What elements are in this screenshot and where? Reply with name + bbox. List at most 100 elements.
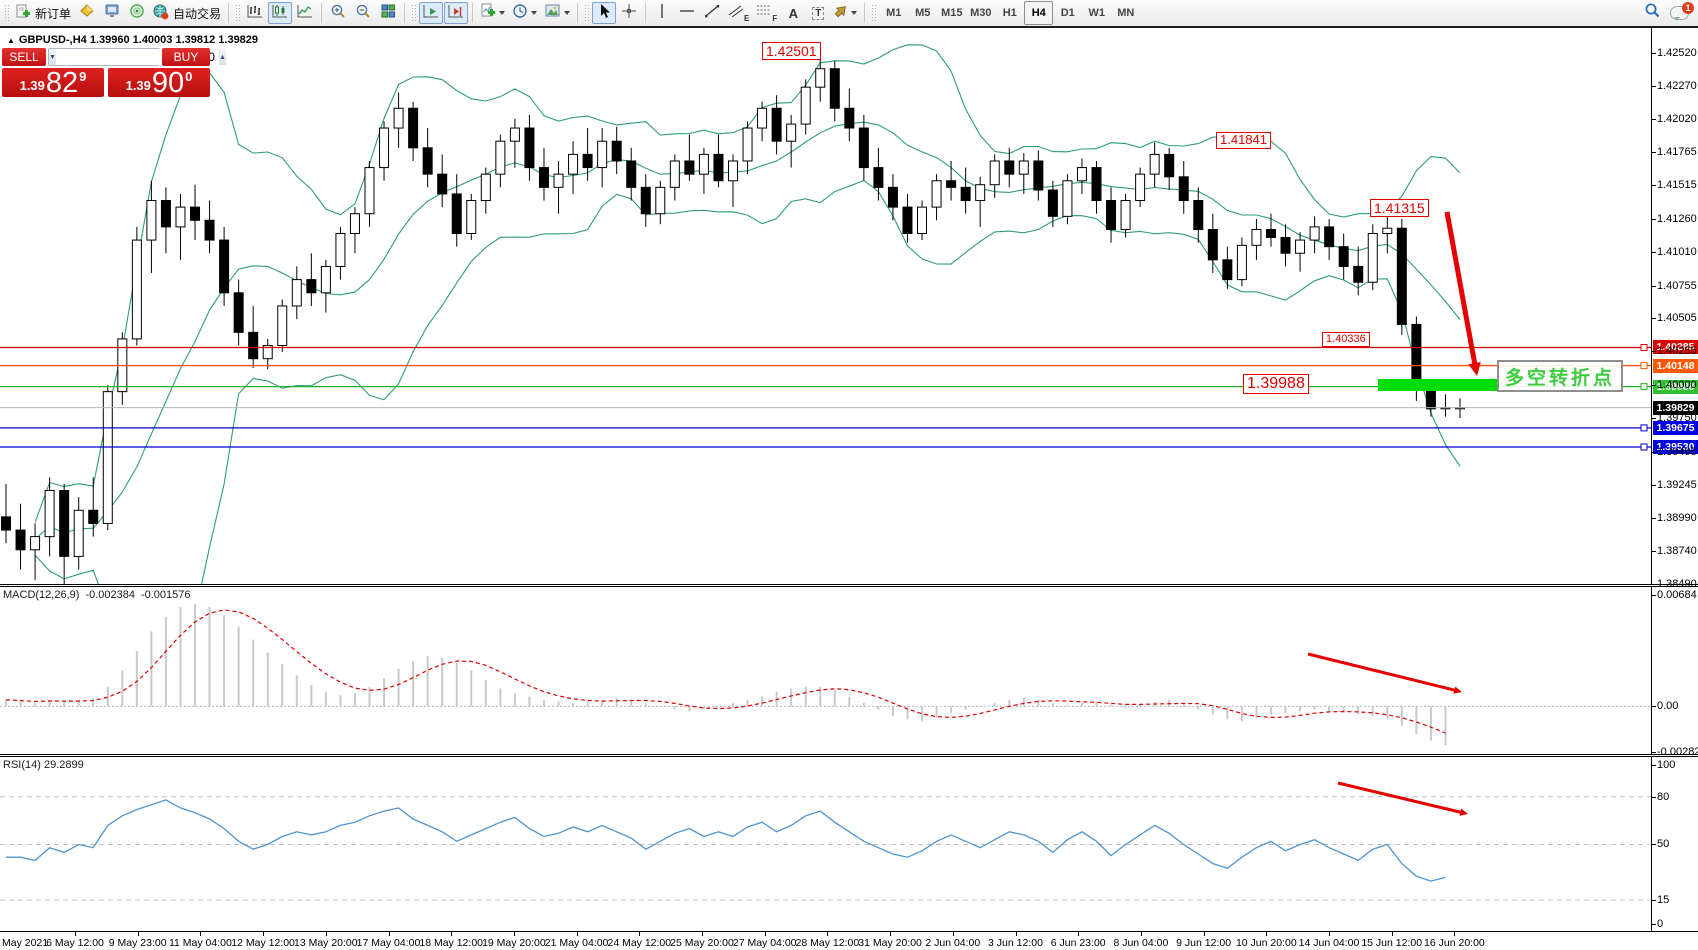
vertical-line-button[interactable] bbox=[650, 2, 674, 24]
volume-decrease-button[interactable]: ▼ bbox=[49, 49, 56, 65]
pane-separator[interactable] bbox=[0, 584, 1698, 587]
candlestick-chart-icon bbox=[271, 3, 289, 24]
rsi-chart-canvas[interactable] bbox=[0, 757, 1698, 931]
time-tick bbox=[1203, 932, 1205, 936]
zoom-out-button[interactable] bbox=[351, 2, 375, 24]
macd-chart-canvas[interactable] bbox=[0, 587, 1698, 755]
time-tick bbox=[451, 932, 453, 936]
time-label: 16 Jun 20:00 bbox=[1424, 937, 1485, 949]
chart-shift-icon bbox=[447, 3, 465, 24]
time-tick bbox=[388, 932, 390, 936]
new-order-button[interactable]: 新订单 bbox=[12, 2, 74, 24]
sell-price-prefix: 1.39 bbox=[19, 78, 45, 93]
toolbar-drag-handle[interactable] bbox=[411, 4, 417, 22]
buy-price-panel[interactable]: 1.39 90 0 bbox=[108, 67, 210, 99]
time-tick bbox=[764, 932, 766, 936]
arrows-button[interactable] bbox=[831, 2, 860, 24]
timeframe-w1[interactable]: W1 bbox=[1088, 7, 1106, 19]
chat-bubble-tail bbox=[1674, 17, 1680, 21]
time-label: 21 May 04:00 bbox=[544, 937, 609, 949]
toolbar-drag-handle[interactable] bbox=[871, 4, 877, 22]
time-tick bbox=[1266, 932, 1268, 936]
time-tick bbox=[702, 932, 703, 936]
equidistant-channel-button[interactable]: E bbox=[725, 2, 752, 24]
toolbar-drag-handle[interactable] bbox=[4, 4, 9, 22]
buy-price-pips: 90 bbox=[151, 67, 185, 99]
text-label-icon: T bbox=[812, 6, 825, 20]
toolbar-drag-handle[interactable] bbox=[584, 4, 590, 22]
sell-price-panel[interactable]: 1.39 82 9 bbox=[2, 68, 104, 98]
separator bbox=[472, 3, 474, 23]
profiles-button[interactable] bbox=[509, 2, 540, 24]
time-label: 25 May 20:00 bbox=[670, 937, 734, 949]
separator bbox=[645, 3, 647, 23]
toolbar-drag-handle[interactable] bbox=[235, 4, 241, 22]
timeframe-h1[interactable]: H1 bbox=[1002, 7, 1017, 19]
time-label: 24 May 12:00 bbox=[607, 937, 672, 949]
volume-increase-button[interactable]: ▲ bbox=[218, 49, 226, 65]
time-label: 9 May 23:00 bbox=[108, 937, 167, 949]
fibonacci-button[interactable]: F bbox=[753, 2, 780, 24]
templates-button[interactable] bbox=[541, 2, 573, 24]
fibo-letter: F bbox=[772, 14, 778, 23]
crosshair-button[interactable] bbox=[617, 2, 641, 24]
price-chart-canvas[interactable] bbox=[0, 28, 1698, 585]
timeframe-h4[interactable]: H4 bbox=[1024, 1, 1054, 25]
crosshair-icon bbox=[621, 3, 637, 24]
new-chart-icon bbox=[480, 3, 496, 24]
separator bbox=[228, 3, 230, 23]
line-chart-icon bbox=[296, 3, 314, 24]
notification-badge: 1 bbox=[1682, 2, 1694, 14]
time-tick bbox=[75, 932, 76, 936]
signals-button[interactable] bbox=[125, 2, 149, 24]
candlestick-chart-button[interactable] bbox=[268, 2, 293, 24]
notifications-button[interactable]: 1 bbox=[1670, 2, 1694, 23]
line-chart-button[interactable] bbox=[293, 2, 317, 24]
gold-icon bbox=[79, 3, 95, 24]
new-chart-button[interactable] bbox=[477, 2, 508, 24]
sell-button[interactable]: SELL bbox=[2, 48, 46, 66]
clock-icon bbox=[512, 3, 528, 24]
time-label: 12 May 12:00 bbox=[231, 937, 295, 949]
pane-separator[interactable] bbox=[0, 754, 1698, 757]
tile-windows-button[interactable] bbox=[376, 2, 400, 24]
quotes-button[interactable] bbox=[75, 2, 99, 24]
vertical-line-icon bbox=[656, 3, 668, 24]
zoom-out-icon bbox=[355, 3, 372, 24]
time-tick bbox=[513, 932, 515, 936]
timeframe-m30[interactable]: M30 bbox=[970, 7, 992, 19]
autotrade-button[interactable]: 自动交易 bbox=[150, 2, 224, 24]
tile-windows-icon bbox=[380, 3, 397, 24]
timeframe-m5[interactable]: M5 bbox=[915, 7, 931, 19]
text-icon: A bbox=[788, 5, 798, 21]
time-tick bbox=[952, 932, 954, 936]
separator bbox=[577, 3, 579, 23]
monitor-icon bbox=[104, 3, 120, 24]
chart-shift-button[interactable] bbox=[444, 2, 469, 24]
time-tick bbox=[1078, 932, 1080, 936]
search-button[interactable] bbox=[1640, 2, 1664, 24]
time-label: 9 Jun 12:00 bbox=[1176, 937, 1232, 949]
timeframe-d1[interactable]: D1 bbox=[1060, 7, 1075, 19]
horizontal-line-button[interactable] bbox=[675, 2, 699, 24]
buy-price-prefix: 1.39 bbox=[125, 78, 151, 93]
time-label: 14 Jun 04:00 bbox=[1298, 937, 1360, 949]
trendline-button[interactable] bbox=[700, 2, 724, 24]
time-tick bbox=[890, 932, 892, 936]
timeframe-mn[interactable]: MN bbox=[1117, 7, 1135, 19]
time-label: 3 Jun 12:00 bbox=[988, 937, 1043, 949]
timeframe-group: M1 M5 M15 M30 H1 H4 D1 W1 MN bbox=[879, 1, 1140, 25]
toolbar-right: 1 bbox=[1640, 2, 1696, 24]
timeframe-m15[interactable]: M15 bbox=[941, 7, 963, 19]
chevron-down-icon bbox=[564, 11, 571, 15]
terminal-button[interactable] bbox=[100, 2, 124, 24]
auto-scroll-button[interactable] bbox=[419, 2, 444, 24]
text-button[interactable]: A bbox=[781, 2, 805, 24]
buy-button[interactable]: BUY bbox=[162, 48, 210, 66]
text-label-button[interactable]: T bbox=[806, 2, 830, 24]
timeframe-m1[interactable]: M1 bbox=[886, 7, 902, 19]
bar-chart-button[interactable] bbox=[243, 2, 267, 24]
separator bbox=[404, 3, 406, 23]
zoom-in-button[interactable] bbox=[326, 2, 350, 24]
cursor-button[interactable] bbox=[592, 2, 617, 24]
